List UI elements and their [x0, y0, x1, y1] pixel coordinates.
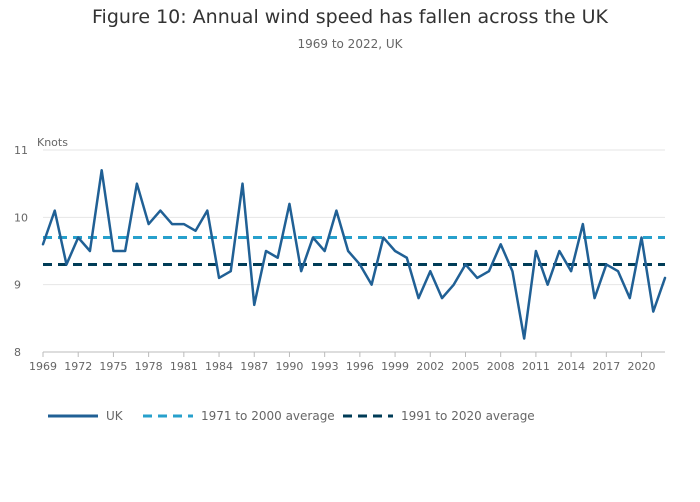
x-tick-label: 1969 [29, 360, 57, 373]
x-tick-label: 1984 [205, 360, 233, 373]
x-tick-label: 1996 [346, 360, 374, 373]
x-tick-label: 2011 [522, 360, 550, 373]
chart-subtitle: 1969 to 2022, UK [297, 37, 403, 51]
x-tick-label: 1987 [240, 360, 268, 373]
y-axis-label: Knots [37, 136, 68, 149]
x-tick-label: 2017 [592, 360, 620, 373]
series-line-uk [41, 168, 667, 340]
x-tick-label: 2005 [451, 360, 479, 373]
chart-title: Figure 10: Annual wind speed has fallen … [92, 6, 608, 28]
x-tick-label: 1975 [99, 360, 127, 373]
y-tick-label: 9 [14, 279, 21, 292]
x-tick-label: 1972 [64, 360, 92, 373]
y-tick-label: 10 [14, 211, 28, 224]
x-tick-label: 1993 [311, 360, 339, 373]
x-tick-label: 2020 [628, 360, 656, 373]
x-tick-label: 2008 [487, 360, 515, 373]
x-tick-label: 1978 [135, 360, 163, 373]
x-tick-label: 2002 [416, 360, 444, 373]
y-tick-label: 8 [14, 346, 21, 359]
x-tick-label: 1999 [381, 360, 409, 373]
x-tick-label: 1981 [170, 360, 198, 373]
x-tick-label: 1990 [275, 360, 303, 373]
legend-label: 1991 to 2020 average [401, 409, 535, 423]
y-tick-label: 11 [14, 144, 28, 157]
legend-label: 1971 to 2000 average [201, 409, 335, 423]
x-tick-label: 2014 [557, 360, 585, 373]
legend-label: UK [106, 409, 124, 423]
